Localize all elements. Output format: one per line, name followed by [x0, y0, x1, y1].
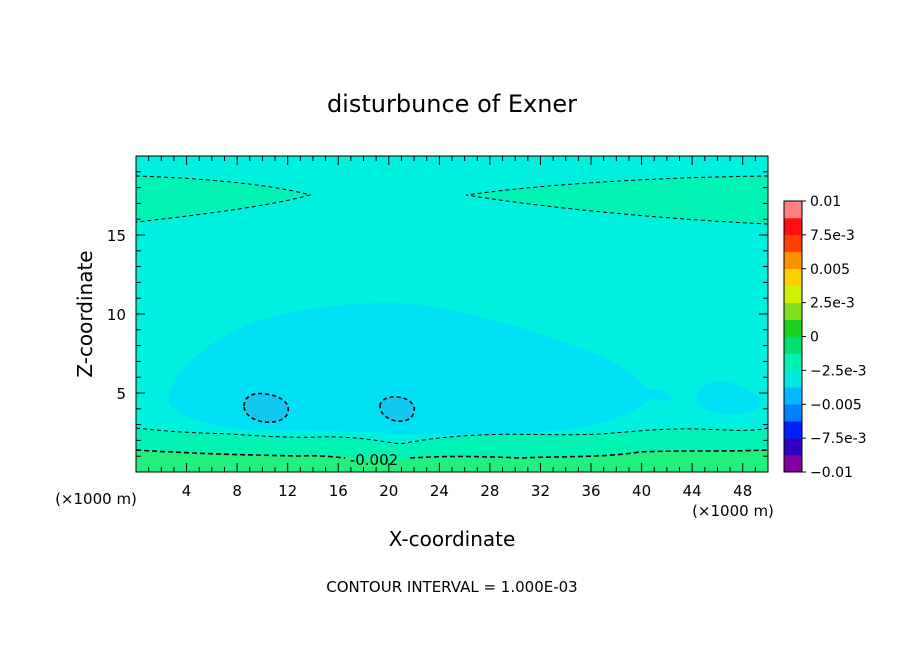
- axis-ticks: [136, 156, 768, 472]
- x-tick-label: 12: [278, 482, 297, 500]
- x-tick-label: 28: [480, 482, 499, 500]
- x-tick-label: 20: [379, 482, 398, 500]
- colorbar-segment: [784, 387, 802, 405]
- x-unit-label-left: (×1000 m): [55, 490, 137, 508]
- colorbar-segment: [784, 421, 802, 439]
- colorbar-segment: [784, 370, 802, 388]
- colorbar-segment: [784, 438, 802, 456]
- contour-label: -0.002: [350, 451, 398, 469]
- middle-region: [168, 302, 672, 435]
- colorbar-tick-label: 0: [810, 330, 819, 346]
- upper-left-band: [136, 176, 310, 222]
- colorbar-segment: [784, 404, 802, 422]
- contour-cell-right: [379, 396, 416, 423]
- colorbar-segment: [784, 302, 802, 320]
- colorbar-segment: [784, 251, 802, 270]
- colorbar-segment: [784, 201, 802, 219]
- x-tick-label: 24: [430, 482, 449, 500]
- colorbar-tick-label: −0.01: [810, 465, 853, 481]
- contour-upper-left: [136, 175, 312, 223]
- middle-region-right: [696, 380, 765, 415]
- colorbar-segment: [784, 319, 802, 337]
- x-tick-label: 36: [581, 482, 600, 500]
- x-tick-label: 16: [329, 482, 348, 500]
- chart-title: disturbunce of Exner: [327, 90, 577, 118]
- colorbar-segment: [784, 217, 802, 236]
- y-axis-label: Z-coordinate: [73, 250, 97, 377]
- colorbar-segment: [784, 336, 802, 354]
- low-cell-right: [380, 396, 415, 422]
- colorbar-tick-label: −7.5e-3: [810, 431, 867, 447]
- plot-area: [136, 156, 768, 472]
- colorbar-tick-label: 2.5e-3: [810, 296, 855, 312]
- x-unit-label-right: (×1000 m): [692, 502, 774, 520]
- contour-cell-left: [243, 392, 290, 423]
- contour-lower-band: [136, 427, 768, 445]
- y-tick-label: 5: [116, 385, 126, 403]
- x-tick-label: 8: [232, 482, 242, 500]
- colorbar-tick-label: −0.005: [810, 397, 862, 413]
- colorbar-labels: 0.01 7.5e-3 0.005 2.5e-3 0 −2.5e-3 −0.005 −7.5e…: [802, 194, 867, 481]
- x-tick-label: 48: [733, 482, 752, 500]
- low-cell-left: [244, 393, 289, 423]
- colorbar-tick-label: −2.5e-3: [810, 363, 867, 379]
- contour-minus-0002: [136, 449, 768, 459]
- colorbar-tick-label: 0.01: [810, 194, 841, 210]
- x-tick-label: 40: [632, 482, 651, 500]
- contour-interval-note: CONTOUR INTERVAL = 1.000E-03: [326, 578, 577, 596]
- x-tick-label: 4: [182, 482, 192, 500]
- y-tick-labels: 5 10 15: [107, 227, 126, 403]
- colorbar: [783, 200, 803, 473]
- colorbar-segment: [784, 455, 802, 473]
- x-tick-label: 44: [683, 482, 702, 500]
- colorbar-tick-label: 0.005: [810, 262, 850, 278]
- contour-upper-right: [465, 175, 768, 225]
- y-tick-label: 10: [107, 306, 126, 324]
- x-tick-label: 32: [531, 482, 550, 500]
- upper-right-band: [466, 176, 768, 224]
- x-tick-labels: 4 8 12 16 20 24 28 32 36 40 44 48: [182, 482, 752, 500]
- colorbar-segment: [784, 353, 802, 371]
- colorbar-segment: [784, 234, 802, 253]
- colorbar-segment: [784, 285, 802, 303]
- contour-lines: [136, 175, 768, 459]
- colorbar-segment: [784, 268, 802, 286]
- colorbar-tick-label: 7.5e-3: [810, 228, 855, 244]
- x-axis-label: X-coordinate: [389, 527, 516, 551]
- y-tick-label: 15: [107, 227, 126, 245]
